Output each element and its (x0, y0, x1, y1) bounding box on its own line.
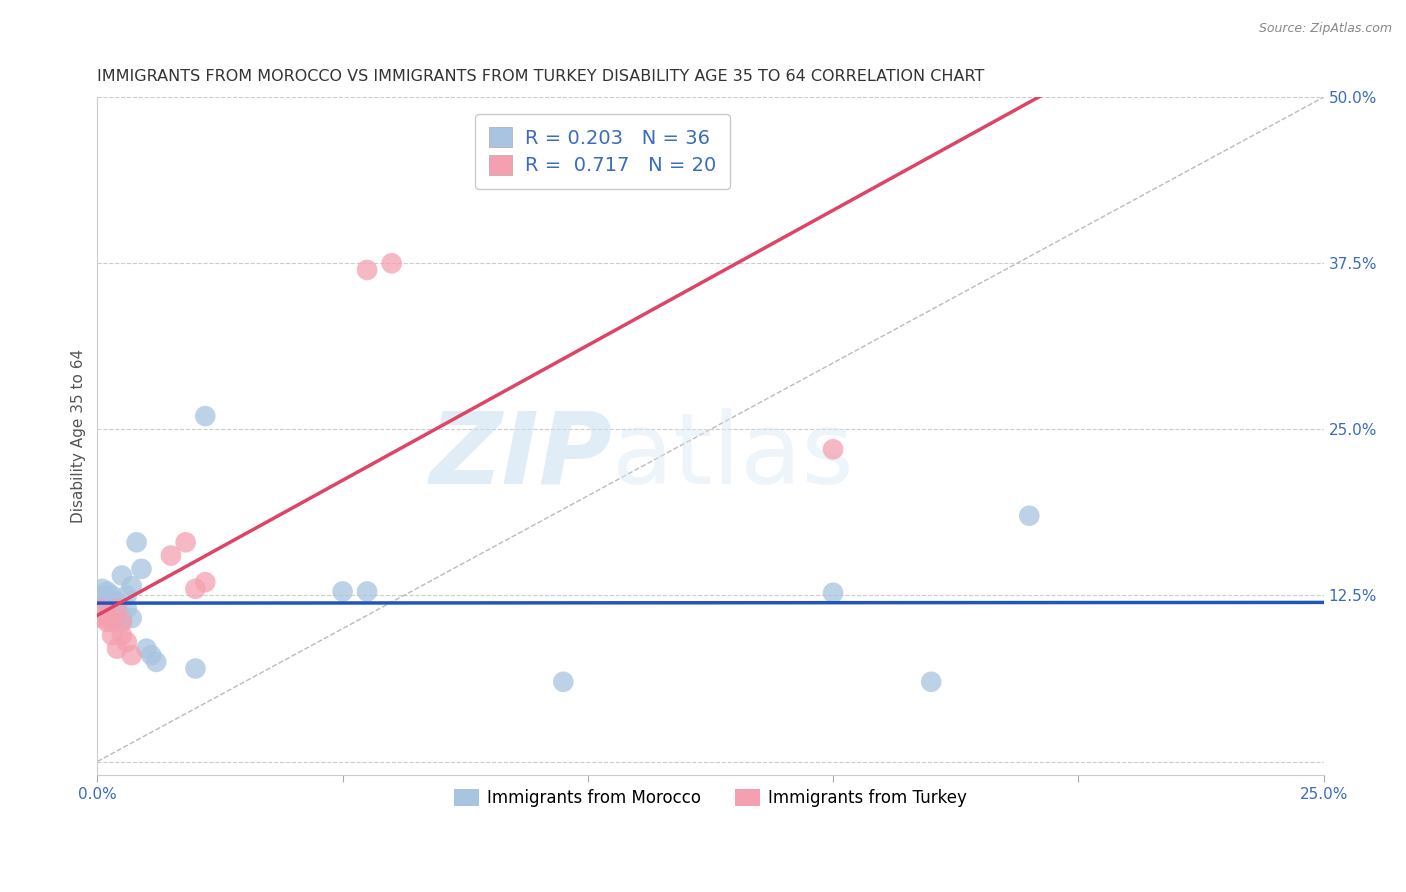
Point (105, 641, 128, 656)
Point (111, 628, 134, 642)
Point (91, 601, 114, 615)
Point (96, 615, 118, 629)
Point (105, 601, 128, 615)
Point (101, 615, 124, 629)
Point (184, 661, 207, 675)
Legend: Immigrants from Morocco, Immigrants from Turkey: Immigrants from Morocco, Immigrants from… (447, 782, 973, 814)
Point (91, 582, 114, 596)
Point (96, 584, 118, 599)
Point (121, 648, 143, 663)
Point (135, 641, 157, 656)
Point (101, 611, 124, 625)
Point (101, 606, 124, 620)
Text: atlas: atlas (613, 408, 853, 505)
Point (91, 589, 114, 603)
Point (823, 442, 845, 457)
Point (115, 635, 138, 649)
Point (184, 582, 207, 596)
Point (356, 263, 378, 277)
Point (111, 568, 134, 582)
Point (115, 601, 138, 615)
Point (111, 608, 134, 623)
Point (105, 608, 128, 623)
Point (111, 615, 134, 629)
Point (141, 648, 163, 663)
Point (194, 409, 217, 423)
Point (160, 549, 183, 563)
Point (145, 655, 167, 669)
Point (553, 674, 575, 689)
Point (174, 535, 197, 549)
Point (91, 601, 114, 615)
Point (332, 584, 354, 599)
Point (91, 595, 114, 609)
Point (121, 579, 143, 593)
Point (356, 584, 378, 599)
Text: ZIP: ZIP (429, 408, 613, 505)
Point (823, 586, 845, 600)
Text: IMMIGRANTS FROM MOROCCO VS IMMIGRANTS FROM TURKEY DISABILITY AGE 35 TO 64 CORREL: IMMIGRANTS FROM MOROCCO VS IMMIGRANTS FR… (97, 69, 984, 84)
Point (101, 589, 124, 603)
Point (96, 598, 118, 612)
Point (920, 674, 942, 689)
Point (96, 608, 118, 623)
Point (91, 611, 114, 625)
Point (105, 601, 128, 615)
Point (115, 589, 138, 603)
Point (675, 156, 697, 170)
Point (381, 256, 404, 270)
Point (194, 575, 217, 590)
Text: Source: ZipAtlas.com: Source: ZipAtlas.com (1258, 22, 1392, 36)
Point (1018, 508, 1040, 523)
Y-axis label: Disability Age 35 to 64: Disability Age 35 to 64 (72, 349, 86, 523)
Point (96, 608, 118, 623)
Point (125, 535, 148, 549)
Point (131, 562, 153, 576)
Point (96, 601, 118, 615)
Point (121, 611, 143, 625)
Point (105, 595, 128, 609)
Point (101, 598, 124, 612)
Point (96, 592, 118, 607)
Point (111, 615, 134, 629)
Point (101, 628, 124, 642)
